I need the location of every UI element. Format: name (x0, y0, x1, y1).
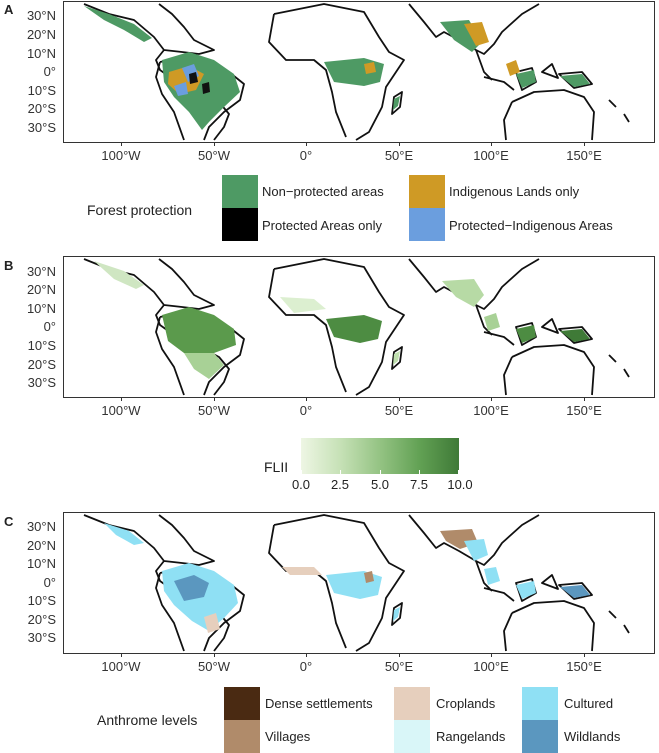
legend-label-villages: Villages (265, 729, 311, 744)
x-tick-label-b-0: 100°W (101, 403, 141, 418)
anthrome-fill (104, 523, 590, 633)
legend-swatch-non-protected (222, 175, 258, 208)
x-tick-label-a-5: 150°E (566, 148, 602, 163)
map-panel-c (63, 512, 655, 654)
colorbar-tick-label-4: 10.0 (447, 477, 473, 492)
legend-label-non-protected: Non−protected areas (262, 184, 384, 199)
colorbar-tick-label-1: 2.5 (330, 477, 350, 492)
map-panel-a (63, 1, 655, 143)
map-panel-b (63, 256, 655, 398)
y-tick-label-a-6: 30°S (27, 120, 56, 135)
legend-swatch-villages (224, 720, 260, 753)
map-c-svg (83, 514, 630, 652)
y-tick-label-c-6: 30°S (27, 630, 56, 645)
africa-coastline-c (268, 514, 405, 652)
legend-swatch-cultured (522, 687, 558, 720)
y-tick-label-c-2: 10°N (26, 556, 56, 571)
x-tick-label-a-4: 100°E (473, 148, 509, 163)
x-tick-label-c-4: 100°E (473, 659, 509, 674)
y-tick-label-c-1: 20°N (26, 538, 56, 553)
x-tick-label-b-3: 50°E (384, 403, 414, 418)
y-tick-label-b-6: 30°S (27, 375, 56, 390)
australia-coastline-c (503, 600, 595, 652)
y-tick-label-c-5: 20°S (27, 612, 56, 627)
y-tick-label-b-2: 10°N (26, 301, 56, 316)
protection-fill (84, 6, 590, 130)
map-a-svg (83, 3, 630, 141)
legend-label-croplands: Croplands (436, 696, 496, 711)
panel-letter-a: A (4, 2, 14, 17)
flii-fill (94, 261, 590, 379)
y-tick-label-a-3: 0° (43, 64, 56, 79)
asia-coastline-c (408, 514, 540, 592)
flii-colorbar (301, 438, 459, 474)
x-tick-label-b-5: 150°E (566, 403, 602, 418)
legend-swatch-croplands (394, 687, 430, 720)
y-tick-label-b-0: 30°N (26, 264, 56, 279)
y-tick-label-b-5: 20°S (27, 357, 56, 372)
panel-letter-b: B (4, 258, 14, 273)
legend-swatch-wildlands (522, 720, 558, 753)
madagascar-coastline-b (391, 346, 403, 370)
y-tick-label-b-3: 0° (43, 319, 56, 334)
x-tick-label-c-3: 50°E (384, 659, 414, 674)
legend-title-anthrome-levels: Anthrome levels (97, 712, 198, 728)
y-tick-label-b-4: 10°S (27, 338, 56, 353)
y-tick-label-c-0: 30°N (26, 519, 56, 534)
africa-coastline-b (268, 258, 405, 396)
y-tick-label-a-1: 20°N (26, 27, 56, 42)
legend-label-rangelands: Rangelands (436, 729, 506, 744)
y-tick-label-c-4: 10°S (27, 593, 56, 608)
madagascar-coastline (391, 91, 403, 115)
colorbar-tick-label-2: 5.0 (370, 477, 390, 492)
map-b-svg (83, 258, 630, 396)
colorbar-tick-label-0: 0.0 (291, 477, 311, 492)
legend-label-protected-indigenous: Protected−Indigenous Areas (449, 218, 613, 233)
africa-coastline (268, 3, 405, 141)
legend-swatch-indigenous-only (409, 175, 445, 208)
legend-swatch-protected-indigenous (409, 208, 445, 241)
asia-coastline (408, 3, 540, 81)
x-tick-label-c-0: 100°W (101, 659, 141, 674)
x-tick-label-a-0: 100°W (101, 148, 141, 163)
legend-label-wildlands: Wildlands (564, 729, 621, 744)
x-tick-label-a-3: 50°E (384, 148, 414, 163)
y-tick-label-b-1: 20°N (26, 282, 56, 297)
x-tick-label-c-5: 150°E (566, 659, 602, 674)
x-tick-label-c-1: 50°W (198, 659, 230, 674)
indonesia-coastline-b (483, 318, 630, 378)
legend-label-cultured: Cultured (564, 696, 614, 711)
y-tick-label-a-4: 10°S (27, 83, 56, 98)
x-tick-label-a-2: 0° (299, 148, 313, 163)
panel-letter-c: C (4, 514, 14, 529)
legend-label-indigenous-only: Indigenous Lands only (449, 184, 580, 199)
legend-title-forest-protection: Forest protection (87, 202, 193, 218)
y-tick-label-c-3: 0° (43, 575, 56, 590)
madagascar-coastline-c (391, 602, 403, 626)
asia-coastline-b (408, 258, 540, 336)
indonesia-coastline (483, 63, 630, 123)
y-tick-label-a-0: 30°N (26, 8, 56, 23)
colorbar-tick-label-3: 7.5 (409, 477, 429, 492)
australia-coastline-b (503, 344, 595, 396)
x-tick-label-b-2: 0° (299, 403, 313, 418)
x-tick-label-b-1: 50°W (198, 403, 230, 418)
legend-label-dense-settlements: Dense settlements (265, 696, 373, 711)
australia-coastline (503, 89, 595, 141)
legend-swatch-protected-only (222, 208, 258, 241)
legend-swatch-dense-settlements (224, 687, 260, 720)
legend-swatch-rangelands (394, 720, 430, 753)
x-tick-label-a-1: 50°W (198, 148, 230, 163)
indonesia-coastline-c (483, 574, 630, 634)
y-tick-label-a-5: 20°S (27, 101, 56, 116)
legend-label-protected-only: Protected Areas only (262, 218, 382, 233)
legend-title-flii: FLII (264, 459, 289, 475)
x-tick-label-c-2: 0° (299, 659, 313, 674)
x-tick-label-b-4: 100°E (473, 403, 509, 418)
y-tick-label-a-2: 10°N (26, 46, 56, 61)
